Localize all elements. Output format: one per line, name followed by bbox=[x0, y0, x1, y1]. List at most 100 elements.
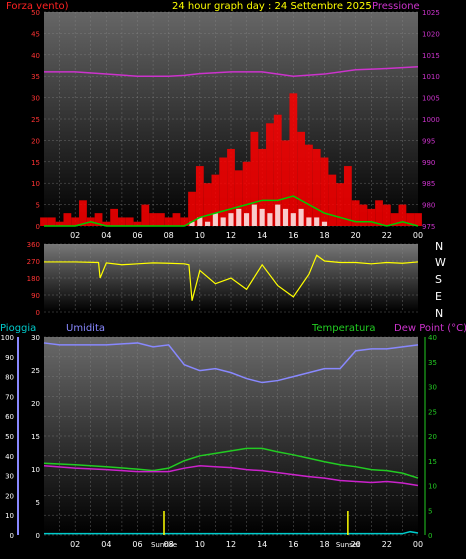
wind-gust-bar bbox=[133, 221, 142, 226]
sunset-label: Sunset bbox=[336, 541, 360, 549]
chart-title: 24 hour graph day : 24 Settembre 2025 bbox=[172, 1, 372, 12]
humidity-y-tick: 0 bbox=[10, 532, 14, 540]
wind-min-bar bbox=[314, 217, 320, 226]
temperature-y-tick: 0 bbox=[428, 532, 432, 540]
temperature-line bbox=[43, 447, 419, 479]
wind-y-tick: 45 bbox=[31, 30, 40, 38]
wind-gust-bar bbox=[343, 166, 352, 226]
pressure-y-tick: 1025 bbox=[422, 9, 440, 17]
wind-gust-bar bbox=[367, 208, 376, 226]
rain-y-tick: 0 bbox=[36, 532, 40, 540]
wind-gust-bar bbox=[149, 213, 157, 226]
wind-x-tick: 12 bbox=[226, 231, 236, 240]
humidity-y-tick: 100 bbox=[1, 334, 14, 342]
wind-y-tick: 20 bbox=[31, 137, 40, 145]
wind-x-tick: 20 bbox=[351, 231, 361, 240]
dir-y-tick: 180 bbox=[27, 275, 40, 283]
wind-y-tick: 40 bbox=[31, 52, 40, 60]
wind-y-tick: 10 bbox=[31, 180, 40, 188]
rain-y-tick: 25 bbox=[31, 367, 40, 375]
pressure-y-tick: 995 bbox=[422, 137, 435, 145]
humidity-line bbox=[43, 342, 419, 384]
climate-x-tick: 10 bbox=[195, 540, 205, 549]
pressure-y-tick: 1020 bbox=[422, 30, 440, 38]
wind-min-bar bbox=[267, 213, 273, 226]
wind-min-bar bbox=[205, 221, 211, 226]
wind-gust-bar bbox=[47, 217, 56, 226]
wind-gust-bar bbox=[79, 200, 87, 226]
wind-x-tick: 10 bbox=[195, 231, 205, 240]
wind-gust-bar bbox=[336, 183, 344, 226]
wind-gust-bar bbox=[172, 213, 181, 226]
climate-x-tick: 22 bbox=[382, 540, 392, 549]
wind-gust-bar bbox=[406, 213, 415, 226]
wind-gust-bar bbox=[297, 131, 306, 226]
rain-axis-label: Pioggia bbox=[0, 323, 36, 334]
wind-gust-bar bbox=[102, 221, 111, 226]
wind-gust-bar bbox=[164, 217, 173, 226]
rain-y-tick: 10 bbox=[31, 466, 40, 474]
compass-e: E bbox=[435, 290, 442, 303]
wind-min-bar bbox=[236, 208, 242, 226]
dir-y-tick: 270 bbox=[27, 258, 40, 266]
humidity-y-tick: 30 bbox=[5, 473, 14, 481]
rain-y-tick: 15 bbox=[31, 433, 40, 441]
wind-gust-bar bbox=[227, 148, 235, 226]
wind-gust-bar bbox=[180, 217, 189, 226]
wind-gust-bar bbox=[250, 131, 259, 226]
wind-gust-bar bbox=[188, 191, 196, 226]
humidity-y-tick: 70 bbox=[5, 393, 14, 401]
climate-x-tick: 16 bbox=[288, 540, 298, 549]
wind-min-bar bbox=[321, 221, 328, 226]
climate-x-tick: 14 bbox=[257, 540, 267, 549]
dir-y-tick: 360 bbox=[27, 241, 40, 249]
wind-gust-bar bbox=[289, 93, 298, 226]
wind-gust-bar bbox=[390, 213, 399, 226]
wind-gust-bar bbox=[55, 221, 64, 226]
wind-y-tick: 0 bbox=[36, 223, 40, 231]
temperature-y-tick: 40 bbox=[428, 334, 437, 342]
wind-x-tick: 00 bbox=[413, 231, 423, 240]
wind-min-bar bbox=[290, 213, 296, 226]
wind-gust-bar bbox=[242, 161, 251, 226]
dewpoint-axis-label: Dew Point (°C) bbox=[394, 323, 466, 334]
wind-y-tick: 5 bbox=[36, 202, 40, 210]
wind-x-tick: 08 bbox=[164, 231, 174, 240]
humidity-axis-label: Umidita bbox=[66, 323, 105, 334]
pressure-y-tick: 1010 bbox=[422, 73, 440, 81]
wind-y-tick: 35 bbox=[31, 73, 40, 81]
wind-gust-bar bbox=[125, 217, 134, 226]
wind-axis-label: Forza vento) bbox=[6, 1, 69, 12]
climate-x-tick: 18 bbox=[319, 540, 329, 549]
wind-x-tick: 16 bbox=[288, 231, 298, 240]
wind-min-bar bbox=[251, 204, 257, 226]
wind-gust-bar bbox=[71, 217, 80, 226]
pressure-y-tick: 975 bbox=[422, 223, 435, 231]
wind-direction-line bbox=[44, 254, 419, 301]
rain-line bbox=[44, 530, 419, 535]
pressure-y-tick: 990 bbox=[422, 159, 435, 167]
wind-gust-bar bbox=[156, 213, 165, 226]
wind-min-bar bbox=[282, 208, 289, 226]
wind-gust-bar bbox=[258, 148, 267, 226]
wind-gust-bar bbox=[141, 204, 150, 226]
compass-n-top: N bbox=[435, 240, 443, 253]
wind-min-bar bbox=[259, 208, 265, 226]
wind-x-tick: 02 bbox=[70, 231, 80, 240]
pressure-y-tick: 1015 bbox=[422, 52, 440, 60]
wind-y-tick: 25 bbox=[31, 116, 40, 124]
climate-x-tick: 04 bbox=[101, 540, 111, 549]
pressure-axis-label: Pressione bbox=[372, 1, 420, 12]
compass-n-bottom: N bbox=[435, 307, 443, 320]
dewpoint-line bbox=[43, 464, 419, 487]
rain-y-tick: 20 bbox=[31, 400, 40, 408]
wind-min-bar bbox=[298, 208, 304, 226]
wind-gust-bar bbox=[94, 213, 103, 226]
wind-min-bar bbox=[306, 217, 312, 226]
wind-gust-bar bbox=[63, 213, 72, 226]
wind-gust-bar bbox=[359, 204, 368, 226]
wind-gust-bar bbox=[382, 204, 391, 226]
temperature-y-tick: 25 bbox=[428, 408, 437, 416]
